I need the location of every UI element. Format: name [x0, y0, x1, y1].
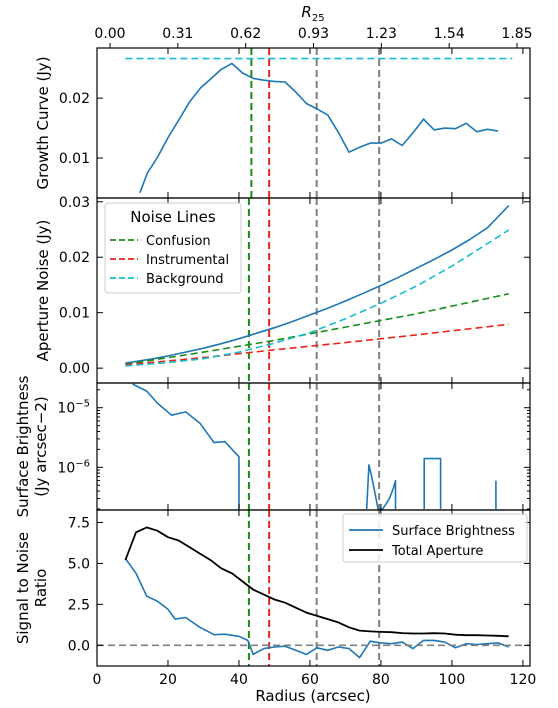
y-tick-label: 5.0: [68, 556, 90, 572]
y-tick-label-exp: −5: [75, 399, 90, 410]
series-total-aperture: [124, 526, 509, 638]
panel-4: 0.0 2.5 5.0 7.5 0 20 40 60 80 100 120 Signal to Noi…: [14, 509, 537, 688]
series-line-2: [365, 464, 397, 510]
series-line-1: [132, 383, 240, 509]
y-axis-label-2: Ratio: [32, 569, 50, 608]
top-axis-label-main: R: [301, 3, 311, 21]
legend-noise-lines: Noise Lines Confusion Instrumental Backgrou…: [104, 202, 242, 294]
top-tick-label: 1.54: [434, 26, 465, 42]
x-tick-label: 20: [159, 672, 177, 688]
top-tick-label: 1.85: [501, 26, 532, 42]
y-tick-label-exp: −6: [75, 458, 90, 469]
y-axis-label: Signal to Noise: [14, 532, 32, 644]
y-tick-label: 0.00: [59, 361, 90, 377]
y-axis-label: Surface Brightness: [14, 375, 32, 517]
legend-box: [104, 202, 242, 294]
top-tick-label: 0.93: [298, 26, 329, 42]
panel-2: 0.00 0.01 0.02 0.03 Aperture Noise (Jy) Noise…: [34, 195, 531, 384]
legend-label: Background: [146, 272, 224, 287]
plot-area: [125, 48, 513, 198]
top-tick-label: 0.62: [230, 26, 261, 42]
y-tick-label: 0.0: [68, 638, 90, 654]
top-tick-label: 1.23: [366, 26, 397, 42]
y-tick-label: 0.03: [59, 195, 90, 211]
y-tick-label: 7.5: [68, 515, 90, 531]
y-tick-label: 0.01: [59, 306, 90, 322]
y-axis-label: Aperture Noise (Jy): [34, 220, 52, 362]
x-tick-label: 0: [93, 672, 102, 688]
panel-1: 0.01 0.02 0.00 0.31 0.62 0.93 1.23 1.54 1.85 Grow…: [34, 26, 533, 199]
x-tick-label: 120: [510, 672, 537, 688]
y-tick-label: 10−6: [57, 458, 90, 476]
top-tick-label: 0.00: [94, 26, 125, 42]
y-axis-label: Growth Curve (Jy): [34, 56, 52, 189]
legend-label: Total Aperture: [391, 544, 483, 559]
series-instrumental: [125, 323, 509, 366]
legend-title: Noise Lines: [130, 208, 216, 226]
top-axis-label: R25: [301, 3, 324, 24]
y-tick-label-base: 10: [57, 460, 75, 476]
legend-label: Instrumental: [146, 253, 229, 268]
y-axis-label-2: (Jy arcsec−2): [32, 396, 50, 496]
y-tick-label: 0.02: [59, 91, 90, 107]
panel-frame: [96, 509, 531, 667]
legend-snr: Surface Brightness Total Aperture: [342, 513, 528, 563]
series-confusion: [125, 293, 509, 366]
y-tick-label: 2.5: [68, 597, 90, 613]
top-axis-label-sub: 25: [312, 13, 325, 24]
plot-area: [125, 198, 510, 383]
legend-label: Surface Brightness: [392, 524, 515, 539]
plot-area: [132, 383, 497, 510]
x-axis-label: Radius (arcsec): [255, 687, 370, 705]
x-tick-label: 80: [372, 672, 390, 688]
series-background: [125, 229, 510, 367]
x-tick-label: 60: [301, 672, 319, 688]
legend-label: Confusion: [146, 234, 211, 249]
y-tick-label: 0.02: [59, 250, 90, 266]
y-tick-label: 10−5: [57, 399, 90, 417]
series-line-1: [139, 62, 499, 194]
top-tick-label: 0.31: [162, 26, 193, 42]
panel-frame: [96, 382, 531, 511]
y-tick-label-base: 10: [57, 401, 75, 417]
y-tick-label: 0.01: [59, 151, 90, 167]
plot-area: [97, 510, 530, 666]
x-tick-label: 100: [439, 672, 466, 688]
legend-box: [342, 513, 528, 563]
panels: 0.010.020.00 0.31 0.62 0.93 1.23 1.54 1.85Grow…: [14, 26, 536, 688]
x-tick-label: 40: [230, 672, 248, 688]
series-line-1: [125, 205, 510, 364]
series-line-3: [423, 457, 442, 509]
series-surface-brightness: [124, 558, 509, 659]
